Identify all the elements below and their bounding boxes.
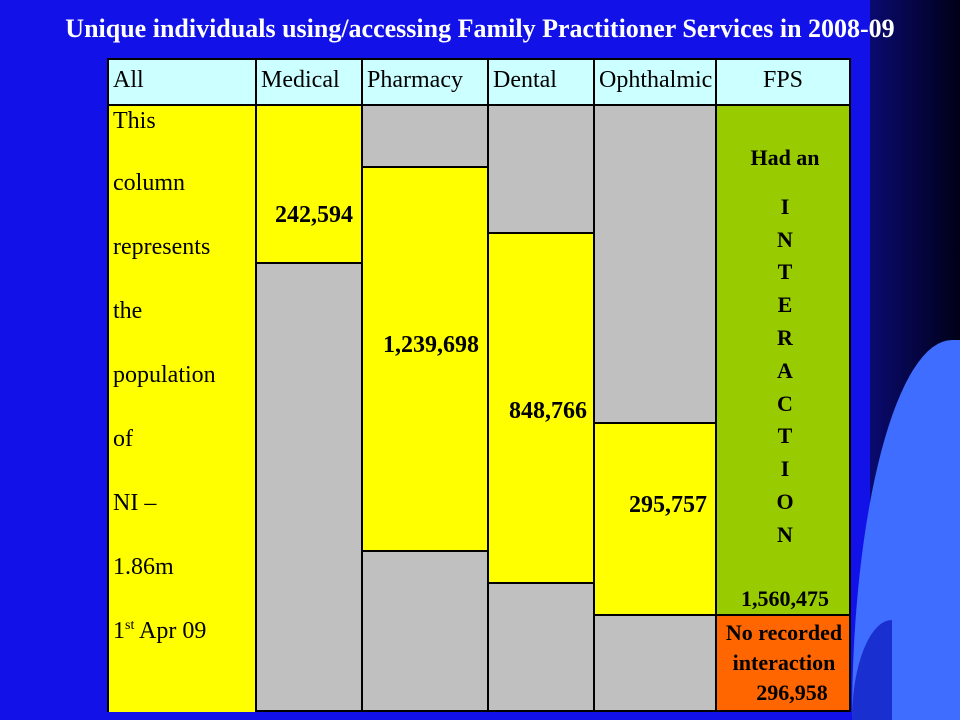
all-text-line: NI – bbox=[113, 490, 157, 516]
fps-letter: E bbox=[777, 292, 793, 318]
medical-not-used-cell bbox=[255, 262, 363, 712]
all-text-line: This bbox=[113, 108, 156, 134]
date-day: 1 bbox=[113, 618, 125, 644]
no-recorded-value: 296,958 bbox=[756, 680, 828, 705]
fps-letter: T bbox=[777, 423, 793, 449]
no-recorded-line2: interaction bbox=[732, 650, 836, 675]
fps-letter: N bbox=[777, 226, 793, 252]
dental-not-used-top-cell bbox=[487, 104, 595, 234]
fps-letter: A bbox=[777, 357, 793, 383]
fps-no-interaction-cell: No recorded interaction 296,958 bbox=[715, 614, 851, 712]
date-rest: Apr 09 bbox=[134, 618, 207, 644]
fps-interaction-value: 1,560,475 bbox=[741, 586, 829, 611]
dental-not-used-bottom-cell bbox=[487, 582, 595, 712]
all-text-line: represents bbox=[113, 234, 211, 260]
medical-value: 242,594 bbox=[275, 202, 353, 228]
fps-letter: O bbox=[776, 488, 794, 514]
date-ordinal: st bbox=[125, 618, 135, 633]
header-ophthalmic: Ophthalmic bbox=[593, 58, 717, 106]
ophthalmic-value: 295,757 bbox=[629, 492, 707, 518]
fps-letter: C bbox=[777, 390, 793, 416]
ophthalmic-not-used-bottom-cell bbox=[593, 614, 717, 712]
fps-letter: I bbox=[780, 193, 790, 219]
fps-interaction-text: Had an I N T E R A C T I O N bbox=[717, 142, 853, 552]
all-date-line: 1st Apr 09 bbox=[113, 618, 206, 645]
all-text-line: 1.86m bbox=[113, 554, 174, 580]
fps-interaction-cell: Had an I N T E R A C T I O N 1,560,475 bbox=[715, 104, 851, 616]
header-all: All bbox=[107, 58, 257, 106]
all-text-line: of bbox=[113, 426, 133, 452]
fps-letter: T bbox=[777, 259, 793, 285]
fps-had-an: Had an bbox=[750, 145, 820, 170]
medical-used-cell: 242,594 bbox=[255, 104, 363, 264]
no-recorded-line1: No recorded bbox=[725, 620, 843, 645]
ophthalmic-used-cell: 295,757 bbox=[593, 422, 717, 616]
header-pharmacy: Pharmacy bbox=[361, 58, 489, 106]
pharmacy-used-cell: 1,239,698 bbox=[361, 166, 489, 552]
services-table: All Medical Pharmacy Dental Ophthalmic F… bbox=[107, 58, 851, 712]
fps-letter: I bbox=[780, 456, 790, 482]
fps-letter: R bbox=[777, 324, 793, 350]
all-text-line: the bbox=[113, 298, 143, 324]
header-medical: Medical bbox=[255, 58, 363, 106]
dental-used-cell: 848,766 bbox=[487, 232, 595, 584]
header-dental: Dental bbox=[487, 58, 595, 106]
pharmacy-not-used-bottom-cell bbox=[361, 550, 489, 712]
header-fps: FPS bbox=[715, 58, 851, 106]
ophthalmic-not-used-top-cell bbox=[593, 104, 717, 424]
slide-title: Unique individuals using/accessing Famil… bbox=[65, 14, 895, 43]
all-text-line: column bbox=[113, 170, 185, 196]
dental-value: 848,766 bbox=[509, 398, 587, 424]
all-population-cell: This column represents the population of… bbox=[109, 106, 255, 712]
all-text-line: population bbox=[113, 362, 216, 388]
fps-letter: N bbox=[777, 521, 793, 547]
pharmacy-value: 1,239,698 bbox=[383, 332, 479, 358]
pharmacy-not-used-top-cell bbox=[361, 104, 489, 168]
